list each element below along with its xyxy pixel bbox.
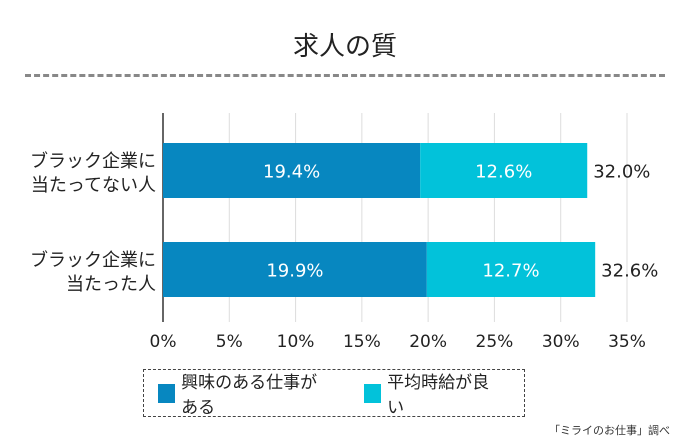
bar-segment xyxy=(163,242,427,297)
bar-value-label: 12.6% xyxy=(475,162,532,183)
x-tick-label: 15% xyxy=(343,332,381,352)
legend-label: 興味のある仕事がある xyxy=(181,373,318,418)
legend-item-interest: 興味のある仕事がある xyxy=(158,368,334,418)
source-note: 「ミライのお仕事」調べ xyxy=(549,424,670,437)
bar-value-label: 12.7% xyxy=(482,261,539,282)
category-label: 当たってない人 xyxy=(31,175,156,196)
bar-segment xyxy=(420,143,588,198)
bar-segment xyxy=(163,143,421,198)
title-divider xyxy=(25,74,665,77)
x-tick-label: 5% xyxy=(216,332,243,352)
bar-segment xyxy=(426,242,596,297)
x-tick-label: 10% xyxy=(277,332,315,352)
x-tick-label: 30% xyxy=(542,332,580,352)
category-label: ブラック企業に xyxy=(30,150,156,172)
bar-value-label: 19.4% xyxy=(263,162,320,183)
chart-title: 求人の質 xyxy=(292,32,397,62)
total-label: 32.0% xyxy=(593,162,650,183)
legend: 興味のある仕事がある 平均時給が良い xyxy=(143,368,525,418)
legend-swatch xyxy=(364,383,382,403)
legend-label: 平均時給が良い xyxy=(387,373,490,418)
x-tick-label: 25% xyxy=(476,332,514,352)
x-tick-label: 0% xyxy=(150,332,177,352)
total-label: 32.6% xyxy=(601,261,658,282)
x-tick-label: 35% xyxy=(608,332,646,352)
legend-swatch xyxy=(158,383,176,403)
bar-value-label: 19.9% xyxy=(266,261,323,282)
x-tick-label: 20% xyxy=(409,332,447,352)
category-label: ブラック企業に xyxy=(30,249,156,271)
legend-item-wage: 平均時給が良い xyxy=(364,368,494,418)
category-label: 当たった人 xyxy=(66,274,156,295)
